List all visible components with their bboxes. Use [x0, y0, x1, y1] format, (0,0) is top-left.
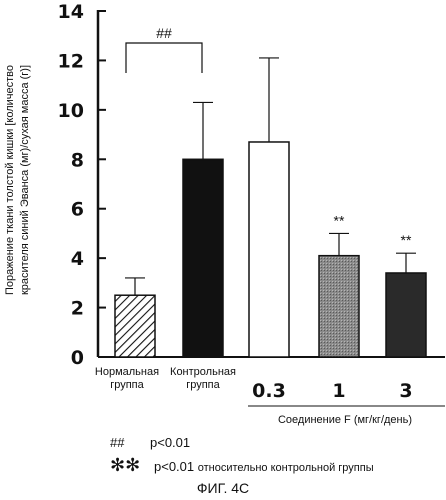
- legend-hash-symbol: ##: [110, 435, 125, 450]
- y-axis-label-line-2: красителя синий Эванса (мг)/сухая масса …: [19, 65, 31, 295]
- bars: ** **: [114, 57, 427, 358]
- bar-chart: Поражение ткани толстой кишки [количеств…: [4, 1, 445, 426]
- dose-label: 0.3: [252, 380, 286, 402]
- bar: [385, 272, 427, 358]
- y-tick-label: 6: [71, 199, 84, 221]
- y-ticks: 0 2 4 6 8 10 12 14: [58, 1, 106, 369]
- legend-hash-text: p<0.01: [150, 435, 191, 450]
- figure-caption: ФИГ. 4С: [196, 480, 250, 496]
- legend-star: ✻✻ p<0.01 относительно контрольной группы: [110, 455, 374, 476]
- category-label: Нормальная: [95, 366, 159, 378]
- compound-group: Соединение F (мг/кг/день): [248, 405, 445, 426]
- dose-label: 3: [399, 380, 412, 402]
- significance-marker: **: [334, 212, 345, 228]
- dose-label: 1: [332, 380, 345, 402]
- y-tick-label: 0: [71, 347, 84, 369]
- bar: [182, 158, 224, 358]
- significance-marker: **: [401, 232, 412, 248]
- legend-star-symbol: ✻✻: [110, 455, 141, 475]
- y-tick-label: 4: [71, 248, 84, 270]
- y-axis-label-line-1: Поражение ткани толстой кишки [количеств…: [4, 65, 16, 295]
- bracket-label: ##: [156, 25, 172, 41]
- significance-bracket: ##: [125, 25, 203, 73]
- bar: [318, 254, 360, 358]
- legend-star-text: p<0.01: [154, 459, 195, 474]
- y-tick-label: 12: [58, 50, 84, 72]
- category-label: Контрольная: [170, 366, 236, 378]
- category-label: группа: [186, 379, 220, 391]
- legend-star-suffix: относительно контрольной группы: [197, 462, 374, 474]
- category-label: группа: [110, 379, 144, 391]
- legend-hash: ## p<0.01: [110, 435, 190, 450]
- y-tick-label: 14: [58, 1, 84, 23]
- bar: [114, 294, 156, 358]
- y-tick-label: 8: [71, 149, 84, 171]
- y-tick-label: 2: [71, 298, 84, 320]
- y-axis-label: Поражение ткани толстой кишки [количеств…: [4, 65, 31, 295]
- bar: [248, 141, 290, 358]
- y-tick-label: 10: [58, 100, 84, 122]
- group-label: Соединение F (мг/кг/день): [278, 414, 412, 426]
